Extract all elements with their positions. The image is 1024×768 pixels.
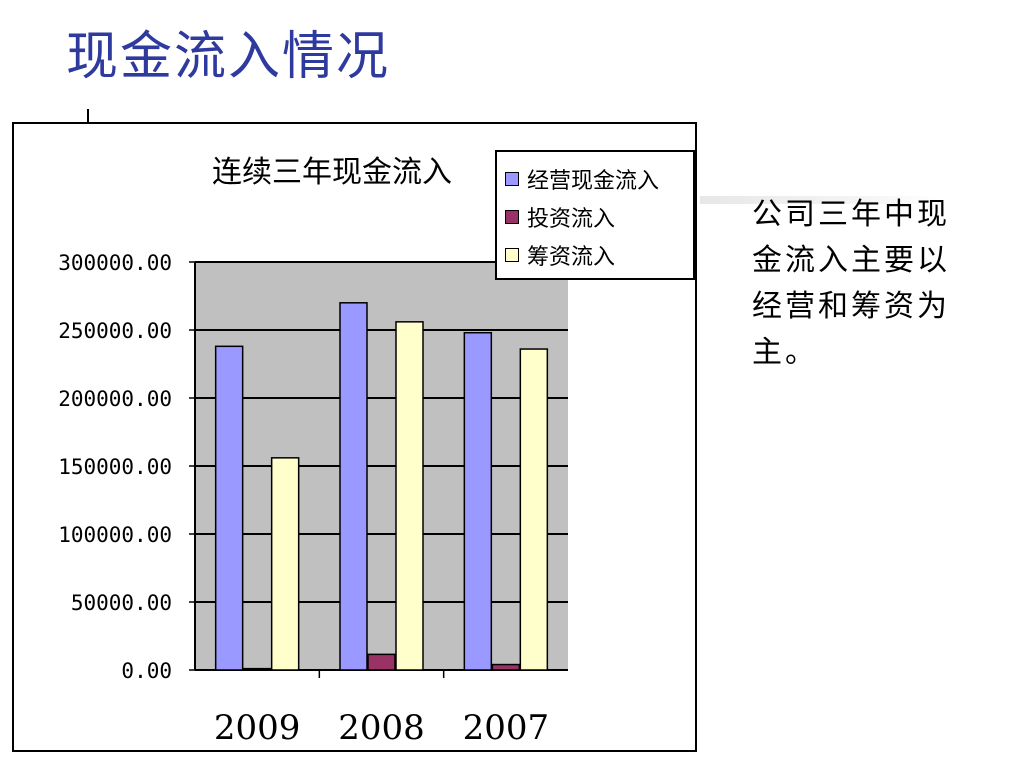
bar-2007-1 <box>463 331 493 671</box>
y-tick-label: 200000.00 <box>58 387 172 411</box>
legend-label-financing: 筹资流入 <box>527 245 616 270</box>
bar-2009-3 <box>270 457 300 671</box>
bar-2009-1 <box>214 345 244 671</box>
legend-item-operating: 经营现金流入 <box>505 160 693 198</box>
x-tick-label: 2009 <box>214 708 301 748</box>
divider-tick <box>87 109 89 123</box>
x-tick-label: 2008 <box>338 708 425 748</box>
legend-swatch-investing <box>505 210 519 224</box>
chart-title: 连续三年现金流入 <box>212 155 452 190</box>
legend-item-investing: 投资流入 <box>505 198 693 236</box>
legend-item-financing: 筹资流入 <box>505 236 693 274</box>
x-tick-label: 2007 <box>463 708 550 748</box>
bar-2007-3 <box>519 348 549 671</box>
legend-swatch-operating <box>505 172 519 186</box>
bar-2009-2 <box>242 667 272 671</box>
decorative-line <box>700 196 940 204</box>
bar-chart: 连续三年现金流入 0.00 50000.00 100000.00 150000.00 20… <box>58 155 568 748</box>
bar-2008-3 <box>395 321 424 671</box>
slide-title: 现金流入情况 <box>66 27 391 87</box>
chart-legend: 经营现金流入 投资流入 筹资流入 <box>495 150 695 280</box>
bar-2008-1 <box>339 302 368 671</box>
y-tick-label: 250000.00 <box>58 319 172 343</box>
y-tick-label: 0.00 <box>121 659 172 683</box>
legend-swatch-financing <box>505 248 519 262</box>
bar-2007-2 <box>491 663 521 671</box>
legend-label-operating: 经营现金流入 <box>527 169 660 194</box>
y-tick-label: 300000.00 <box>58 251 172 275</box>
bar-2008-2 <box>367 653 396 671</box>
y-tick-label: 100000.00 <box>58 523 172 547</box>
side-note: 公司三年中现金流入主要以经营和筹资为主。 <box>752 197 950 370</box>
y-tick-label: 50000.00 <box>71 591 172 615</box>
y-tick-label: 150000.00 <box>58 455 172 479</box>
legend-label-investing: 投资流入 <box>527 207 616 232</box>
